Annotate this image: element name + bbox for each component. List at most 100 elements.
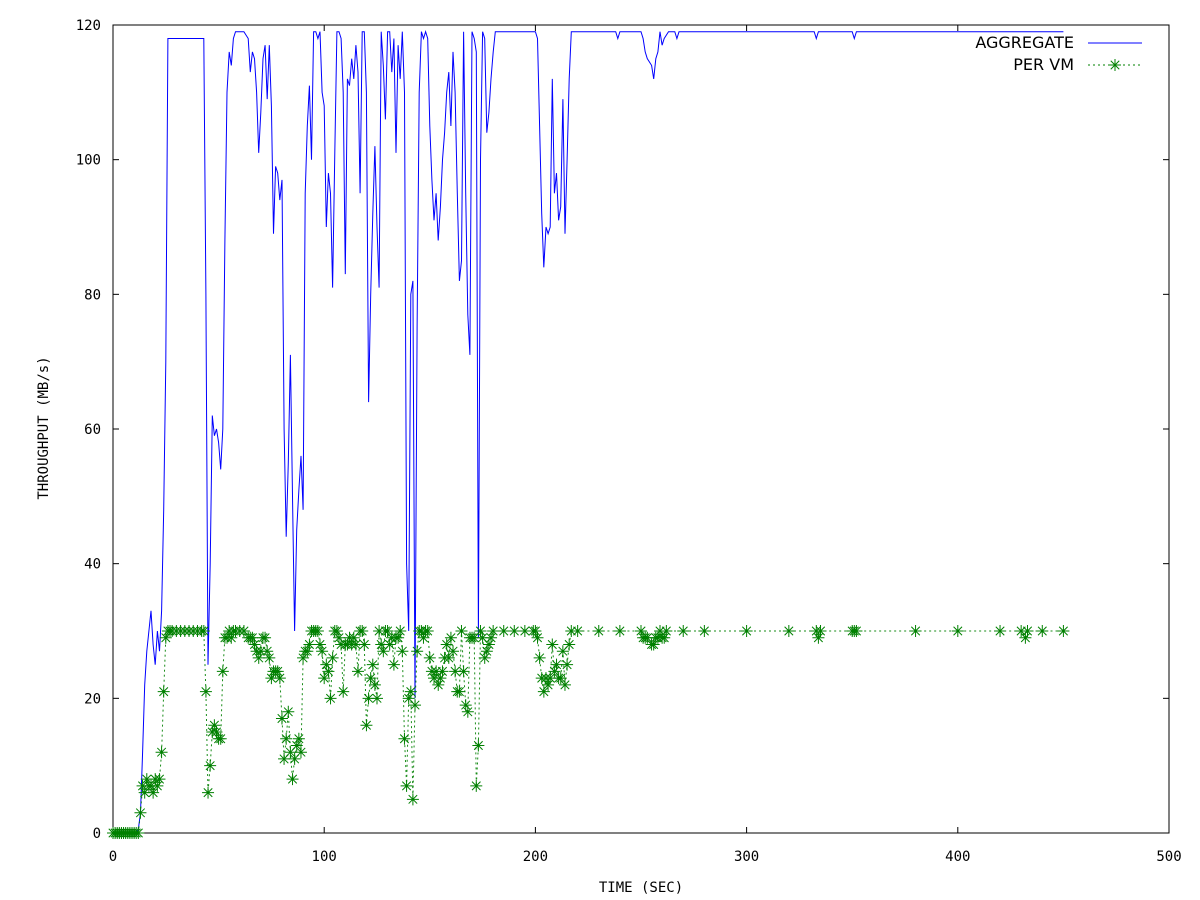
data-point (909, 625, 922, 637)
data-point (392, 631, 405, 644)
data-point (259, 631, 272, 644)
data-point (326, 651, 339, 664)
data-point (554, 672, 567, 685)
data-point (449, 665, 462, 678)
data-point (371, 692, 383, 705)
data-point (434, 672, 447, 685)
data-point (1021, 625, 1034, 637)
series-layer (107, 30, 1070, 839)
data-point (482, 638, 495, 651)
data-point (288, 752, 301, 765)
data-point (518, 625, 531, 637)
data-point (252, 651, 265, 664)
data-point (508, 625, 521, 637)
data-point (440, 638, 453, 651)
data-point (561, 658, 574, 671)
data-point (444, 631, 457, 644)
data-point (301, 645, 314, 658)
data-point (537, 685, 550, 698)
data-point (368, 678, 381, 691)
data-point (544, 672, 557, 685)
y-tick-label: 120 (76, 18, 101, 34)
y-tick-label: 40 (84, 557, 101, 573)
y-tick-label: 100 (76, 153, 101, 169)
data-point (332, 631, 345, 644)
data-point (814, 625, 827, 637)
data-point (347, 631, 360, 644)
data-point (677, 625, 690, 637)
x-tick-label: 0 (109, 849, 117, 865)
data-point (472, 739, 485, 752)
data-point (316, 645, 329, 658)
data-point (134, 806, 147, 819)
data-point (375, 638, 388, 651)
legend-swatch-marker (1109, 59, 1121, 71)
data-point (216, 665, 229, 678)
legend: AGGREGATE PER VM (975, 33, 1142, 74)
data-point (398, 732, 411, 745)
data-point (812, 631, 825, 644)
data-point (237, 625, 250, 637)
data-point (850, 625, 863, 637)
data-point (1057, 625, 1070, 637)
data-point (782, 625, 795, 637)
data-point (282, 705, 295, 718)
axis-ticks (112, 24, 1170, 834)
series-per-vm (107, 625, 1070, 839)
data-point (423, 651, 436, 664)
data-point (529, 625, 542, 637)
data-point (362, 692, 375, 705)
data-point (411, 645, 424, 658)
data-point (436, 665, 449, 678)
data-point (409, 699, 422, 712)
data-point (387, 658, 400, 671)
data-point (208, 719, 221, 732)
data-point (246, 631, 259, 644)
data-point (324, 692, 337, 705)
data-point (1019, 631, 1032, 644)
data-point (548, 665, 561, 678)
data-point (430, 665, 443, 678)
data-point (377, 645, 390, 658)
data-point (138, 786, 151, 799)
data-point (265, 672, 278, 685)
data-point (654, 625, 667, 637)
data-point (447, 645, 460, 658)
data-point (1015, 625, 1028, 637)
data-point (280, 732, 293, 745)
data-point (558, 678, 571, 691)
data-point (421, 625, 434, 637)
data-point (658, 631, 671, 644)
data-point (248, 638, 261, 651)
data-point (455, 625, 468, 637)
data-point (204, 759, 217, 772)
data-point (647, 638, 660, 651)
data-point (311, 625, 324, 637)
data-point (366, 658, 379, 671)
data-point (400, 779, 413, 792)
data-point (318, 672, 331, 685)
data-point (261, 645, 274, 658)
data-point (199, 685, 212, 698)
data-point (459, 699, 472, 712)
data-point (474, 625, 487, 637)
data-point (468, 631, 481, 644)
data-point (145, 779, 158, 792)
data-point (271, 665, 284, 678)
data-point (660, 625, 673, 637)
data-point (402, 692, 415, 705)
x-tick-label: 400 (945, 849, 970, 865)
data-point (297, 651, 310, 664)
data-point (351, 665, 364, 678)
data-point (442, 651, 455, 664)
data-point (461, 705, 474, 718)
data-point (556, 645, 569, 658)
data-point (210, 726, 223, 738)
data-point (592, 625, 605, 637)
data-point (994, 625, 1007, 637)
data-point (284, 746, 297, 759)
data-point (214, 732, 227, 745)
data-point (292, 732, 305, 745)
x-tick-label: 500 (1156, 849, 1181, 865)
